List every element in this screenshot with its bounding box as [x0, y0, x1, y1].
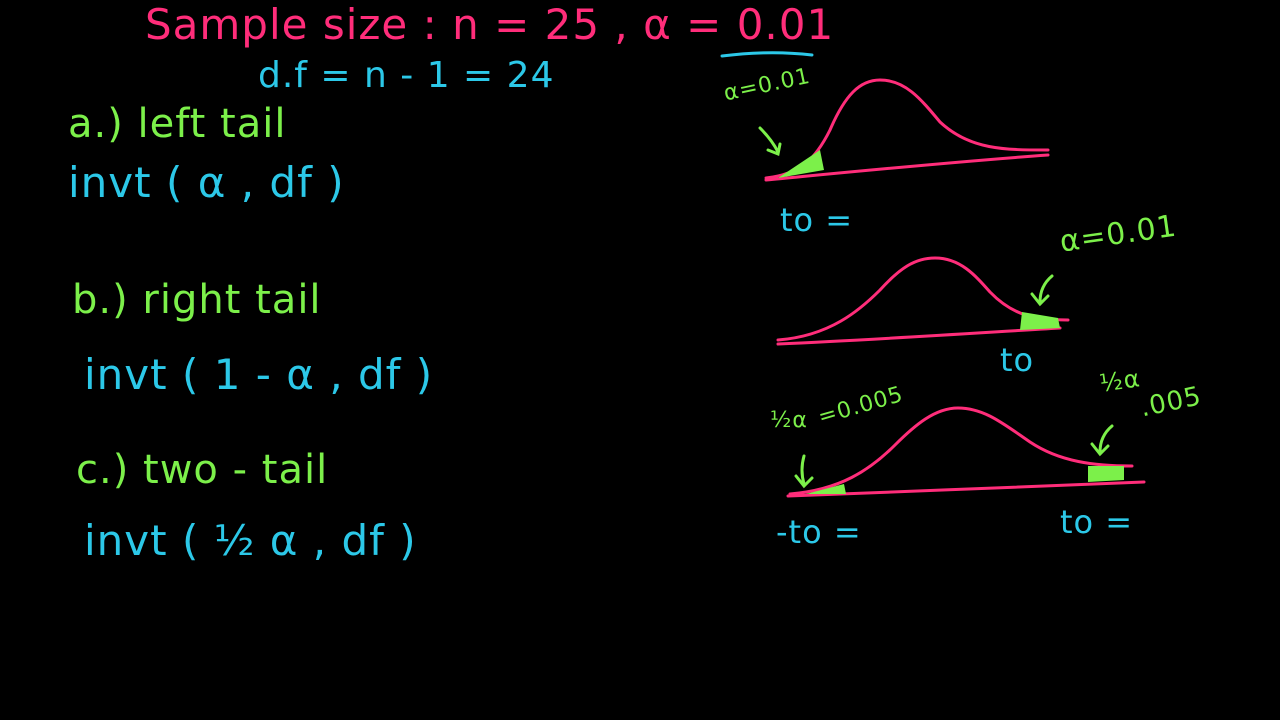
left-graph-critical-value: to = — [780, 201, 854, 239]
two-graph-left-critical-value: -to = — [776, 513, 862, 551]
right-tail-graph — [776, 256, 1070, 346]
shaded-tail — [778, 150, 824, 178]
left-tail-graph — [758, 78, 1050, 182]
sample-size-title: Sample size : n = 25 , α = 0.01 — [145, 0, 835, 49]
two-graph-right-critical-value: to = — [1060, 503, 1134, 541]
degrees-of-freedom: d.f = n - 1 = 24 — [258, 55, 555, 96]
two-tail-label: c.) two - tail — [76, 447, 329, 493]
arrow — [1030, 274, 1054, 307]
right-tail-formula: invt ( 1 - α , df ) — [84, 350, 434, 399]
bell-curve — [788, 406, 1134, 496]
shaded-left-tail — [806, 484, 846, 494]
baseline — [786, 480, 1146, 498]
two-graph-left-half-alpha: ½α — [770, 408, 808, 433]
baseline — [776, 326, 1062, 346]
baseline — [764, 153, 1050, 182]
two-tail-formula: invt ( ½ α , df ) — [84, 516, 417, 565]
shaded-right-tail — [1088, 466, 1124, 482]
left-arrow — [794, 454, 814, 489]
bell-curve — [776, 256, 1070, 342]
alpha-underline — [720, 51, 814, 58]
right-arrow — [1090, 424, 1114, 457]
left-tail-label: a.) left tail — [68, 101, 287, 147]
arrow — [758, 126, 782, 157]
shaded-tail — [1020, 312, 1060, 330]
left-tail-formula: invt ( α , df ) — [68, 158, 345, 207]
two-graph-right-half-alpha: ½α — [1097, 364, 1143, 398]
two-tail-graph — [786, 406, 1146, 498]
right-tail-label: b.) right tail — [72, 277, 322, 323]
right-graph-critical-value: to — [1000, 341, 1035, 379]
